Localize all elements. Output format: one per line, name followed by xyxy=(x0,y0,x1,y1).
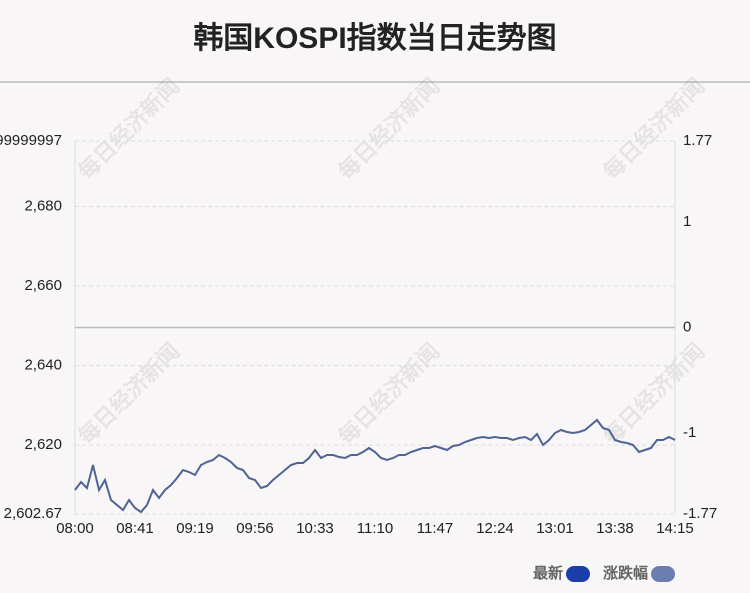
x-tick-label: 14:15 xyxy=(656,520,694,537)
x-tick-label: 08:00 xyxy=(56,520,94,537)
x-tick-label: 08:41 xyxy=(116,520,154,537)
chart-title: 韩国KOSPI指数当日走势图 xyxy=(193,22,556,55)
price-line xyxy=(74,418,676,514)
legend-label: 涨跌幅 xyxy=(603,564,648,582)
y2-tick-label: -1.77 xyxy=(683,505,717,522)
y-tick-label: 2,680 xyxy=(24,197,62,214)
y2-tick-label: 1 xyxy=(683,213,691,230)
y-tick-label: 2,696.4699999997 xyxy=(0,132,62,149)
x-tick-label: 10:33 xyxy=(296,520,334,537)
legend-label: 最新 xyxy=(533,564,563,582)
x-tick-label: 13:38 xyxy=(596,520,634,537)
y-tick-label: 2,640 xyxy=(24,357,62,374)
y-tick-label: 2,620 xyxy=(24,436,62,453)
x-tick-label: 09:56 xyxy=(236,520,274,537)
legend-swatch xyxy=(566,566,591,582)
x-tick-label: 11:10 xyxy=(357,520,393,537)
y-tick-label: 2,602.67 xyxy=(4,505,62,522)
x-tick-label: 11:47 xyxy=(417,520,453,537)
y2-tick-label: 0 xyxy=(683,318,691,335)
legend-swatch xyxy=(651,566,676,582)
y2-tick-label: 1.77 xyxy=(683,132,712,149)
y2-tick-label: -1 xyxy=(683,424,696,441)
x-tick-label: 09:19 xyxy=(176,520,214,537)
x-tick-label: 12:24 xyxy=(476,520,514,537)
x-tick-label: 13:01 xyxy=(536,520,574,537)
y-tick-label: 2,660 xyxy=(24,277,62,294)
